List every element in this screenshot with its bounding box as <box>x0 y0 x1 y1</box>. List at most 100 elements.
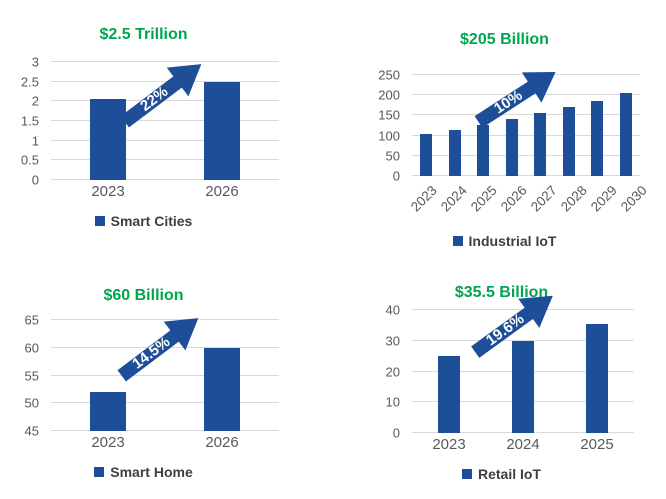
up-right-arrow-icon <box>471 295 553 358</box>
bar-slot <box>412 75 441 176</box>
chart-title: $2.5 Trillion <box>99 26 188 43</box>
x-axis-label-text: 2023 <box>91 434 125 451</box>
chart-smart-cities: $2.5 Trillion 0 0.5 1 1.5 2 2.5 3 22% 2023 2026… <box>0 0 333 250</box>
y-axis-tick-label: 0 <box>31 172 39 188</box>
x-axis-labels: 2023 2024 2025 <box>369 433 634 455</box>
x-axis-label: 2023 <box>412 433 486 455</box>
legend-label: Smart Home <box>110 464 193 480</box>
gridline <box>51 61 279 62</box>
x-axis-label-text: 2028 <box>558 182 591 215</box>
x-axis-labels: 2023 2026 <box>8 431 279 453</box>
up-right-arrow-icon <box>120 63 202 128</box>
bar-slot <box>165 62 279 180</box>
y-axis-tick-label: 0 <box>392 168 400 184</box>
y-axis: 45 50 55 60 65 <box>8 314 44 438</box>
x-axis-label-text: 2024 <box>437 182 470 215</box>
x-axis-label: 2025 <box>560 433 634 455</box>
gridline <box>51 430 279 431</box>
gridline <box>51 100 279 102</box>
y-axis-tick-label: 60 <box>24 340 39 356</box>
bar-slot <box>51 320 165 431</box>
bar-slot <box>498 75 527 176</box>
bar-2026 <box>204 347 240 431</box>
legend: Smart Home <box>8 464 279 480</box>
y-axis-tick-label: 2.5 <box>20 74 39 90</box>
legend-label: Retail IoT <box>477 466 541 482</box>
y-axis-tick-label: 50 <box>24 395 39 411</box>
legend: Smart Cities <box>8 213 279 229</box>
y-axis-tick-label: 0 <box>392 425 400 441</box>
x-axis-label-text: 2023 <box>407 182 440 215</box>
gridline <box>412 114 640 116</box>
bar-2026 <box>204 81 240 180</box>
gridline <box>51 80 279 82</box>
bar-2029 <box>591 100 604 176</box>
x-axis-label: 2023 <box>407 176 442 222</box>
bar-2028 <box>562 107 575 176</box>
gridline <box>412 175 640 176</box>
plot-row: 0 10 20 30 40 19.6% <box>369 295 634 440</box>
bar-2023 <box>420 133 433 176</box>
gridline <box>51 159 279 161</box>
y-axis-tick-label: 250 <box>378 67 400 83</box>
legend-swatch <box>461 469 472 479</box>
bar-slot <box>555 75 584 176</box>
y-axis-tick-label: 200 <box>378 87 400 103</box>
plot-area: 22% <box>51 61 279 180</box>
x-axis-label-text: 2026 <box>205 434 239 451</box>
chart-industrial-iot: $205 Billion 0 50 100 150 200 250 10% 2023 202… <box>333 0 666 250</box>
legend-label: Smart Cities <box>110 213 193 229</box>
y-axis-tick-label: 45 <box>24 423 39 439</box>
bar-slot <box>560 310 634 433</box>
bar-slot <box>441 75 470 176</box>
bar-2025 <box>585 323 609 433</box>
bar-slot <box>486 310 560 433</box>
y-axis-tick-label: 50 <box>385 148 400 164</box>
up-right-arrow-icon <box>474 72 556 129</box>
bar-2026 <box>505 119 518 176</box>
gridline <box>412 134 640 136</box>
bar-slot <box>612 75 641 176</box>
y-axis-tick-label: 10 <box>385 394 400 410</box>
gridline <box>51 319 279 320</box>
x-axis-label: 2028 <box>558 176 592 222</box>
bars <box>51 62 279 180</box>
bars <box>412 310 634 433</box>
y-axis: 0 50 100 150 200 250 <box>369 69 405 183</box>
x-axis-label-text: 2026 <box>498 182 530 215</box>
legend-label: Industrial IoT <box>468 233 557 249</box>
bar-slot <box>526 75 555 176</box>
bars <box>412 75 640 176</box>
y-axis-tick-label: 0.5 <box>20 152 39 168</box>
gridline <box>412 339 634 341</box>
x-axis-label-text: 2025 <box>580 436 614 453</box>
y-axis-tick-label: 1.5 <box>20 113 39 129</box>
gridline <box>51 374 279 376</box>
x-axis-label: 2023 <box>51 180 165 202</box>
bar-slot <box>469 75 498 176</box>
y-axis-tick-label: 2 <box>31 93 39 109</box>
growth-arrow: 22% <box>113 49 213 137</box>
x-axis-label-text: 2023 <box>432 436 466 453</box>
y-axis-tick-label: 150 <box>378 107 400 123</box>
gridlines <box>51 61 279 180</box>
x-axis-labels: 2023 2024 2025 2026 2027 2028 2029 2030 <box>369 176 650 222</box>
y-axis-tick-label: 20 <box>385 364 400 379</box>
x-axis-label: 2024 <box>437 176 472 222</box>
gridline <box>412 154 640 156</box>
x-axis-label: 2026 <box>165 431 279 453</box>
growth-arrow: 14.5% <box>111 303 211 391</box>
growth-arrow: 19.6% <box>464 280 564 367</box>
plot-area: 19.6% <box>412 295 634 433</box>
x-axis-label-text: 2030 <box>618 182 651 215</box>
bar-2030 <box>619 93 632 176</box>
plot-row: 0 50 100 150 200 250 10% <box>369 69 640 183</box>
growth-arrow: 10% <box>468 56 566 138</box>
x-axis-label-text: 2027 <box>528 182 560 215</box>
legend: Industrial IoT <box>369 233 640 249</box>
y-axis-tick-label: 65 <box>24 312 39 328</box>
x-axis-label-text: 2023 <box>91 183 125 200</box>
y-axis-tick-label: 55 <box>24 368 39 383</box>
chart-title: $205 Billion <box>460 31 549 48</box>
y-axis-tick-label: 30 <box>385 333 400 349</box>
